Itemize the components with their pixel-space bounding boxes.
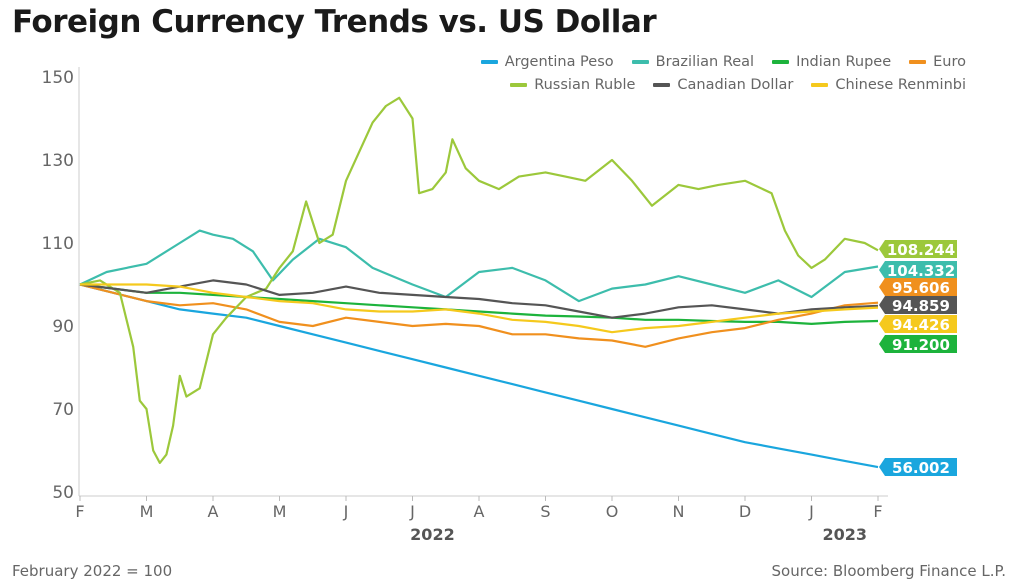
y-tick-label: 130 [42, 151, 74, 171]
legend-swatch-chinese-renminbi [811, 82, 829, 87]
x-tick-label: A [474, 502, 485, 521]
legend-item-argentina-peso: Argentina Peso [480, 53, 614, 70]
legend-row-2: Russian Ruble Canadian Dollar Chinese Re… [446, 73, 966, 96]
series-line-euro [79, 283, 879, 348]
series-line-argentina-peso [79, 283, 879, 469]
series-line-russian-ruble [79, 96, 879, 464]
legend-swatch-argentina-peso [480, 59, 498, 64]
legend-label: Chinese Renminbi [835, 76, 966, 93]
legend-label: Brazilian Real [655, 53, 755, 70]
x-tick-label: M [273, 502, 287, 521]
year-label-2022: 2022 [410, 525, 455, 544]
x-tick-label: F [75, 502, 84, 521]
end-value-label: 108.244 [887, 241, 955, 259]
footnote: February 2022 = 100 [12, 562, 173, 580]
legend-swatch-brazilian-real [631, 59, 649, 64]
year-label-2023: 2023 [822, 525, 867, 544]
end-value-label: 94.426 [892, 316, 950, 334]
y-tick-label: 70 [52, 400, 74, 420]
legend-swatch-euro [909, 59, 927, 64]
end-value-label: 95.606 [892, 279, 950, 297]
legend-label: Canadian Dollar [677, 76, 794, 93]
end-value-tag [879, 278, 957, 296]
series-line-indian-rupee [79, 283, 879, 325]
end-value-label: 91.200 [892, 336, 950, 354]
legend-row-1: Argentina Peso Brazilian Real Indian Rup… [446, 50, 966, 73]
x-tick-label: F [873, 502, 882, 521]
legend-item-chinese-renminbi: Chinese Renminbi [811, 77, 966, 93]
end-value-label: 56.002 [892, 459, 950, 477]
legend-label: Indian Rupee [796, 53, 892, 70]
series-line-brazilian-real [79, 229, 879, 303]
chart-title: Foreign Currency Trends vs. US Dollar [12, 4, 657, 40]
end-value-tag [879, 335, 957, 353]
legend-item-canadian-dollar: Canadian Dollar [653, 77, 793, 93]
legend-swatch-russian-ruble [510, 82, 528, 87]
legend-item-indian-rupee: Indian Rupee [772, 54, 891, 70]
x-tick-label: A [208, 502, 219, 521]
legend-label: Russian Ruble [534, 76, 636, 93]
legend: Argentina Peso Brazilian Real Indian Rup… [446, 50, 966, 96]
x-tick-label: J [808, 502, 814, 521]
end-value-tag [879, 296, 957, 314]
y-tick-label: 90 [52, 317, 74, 337]
end-value-tag [879, 315, 957, 333]
legend-label: Euro [933, 53, 966, 70]
x-tick-label: O [606, 502, 619, 521]
end-value-tag [879, 261, 957, 279]
y-tick-label: 150 [42, 68, 74, 88]
legend-item-euro: Euro [909, 54, 966, 70]
end-value-tag [879, 458, 957, 476]
end-value-label: 94.859 [892, 297, 950, 315]
legend-item-brazilian-real: Brazilian Real [631, 53, 755, 70]
source-note: Source: Bloomberg Finance L.P. [771, 562, 1006, 580]
series-line-canadian-dollar [79, 279, 879, 319]
x-tick-label: S [540, 502, 550, 521]
legend-label: Argentina Peso [504, 53, 614, 70]
end-value-label: 104.332 [887, 262, 955, 280]
x-tick-label: N [673, 502, 685, 521]
series-line-chinese-renminbi [80, 283, 879, 334]
legend-swatch-indian-rupee [772, 59, 790, 64]
legend-item-russian-ruble: Russian Ruble [510, 77, 635, 93]
y-tick-label: 50 [52, 483, 74, 503]
y-tick-label: 110 [42, 234, 74, 254]
x-tick-label: J [343, 502, 349, 521]
x-tick-label: J [409, 502, 415, 521]
x-tick-label: D [739, 502, 751, 521]
x-tick-label: M [140, 502, 154, 521]
end-value-tag [879, 240, 957, 258]
legend-swatch-canadian-dollar [653, 82, 671, 87]
